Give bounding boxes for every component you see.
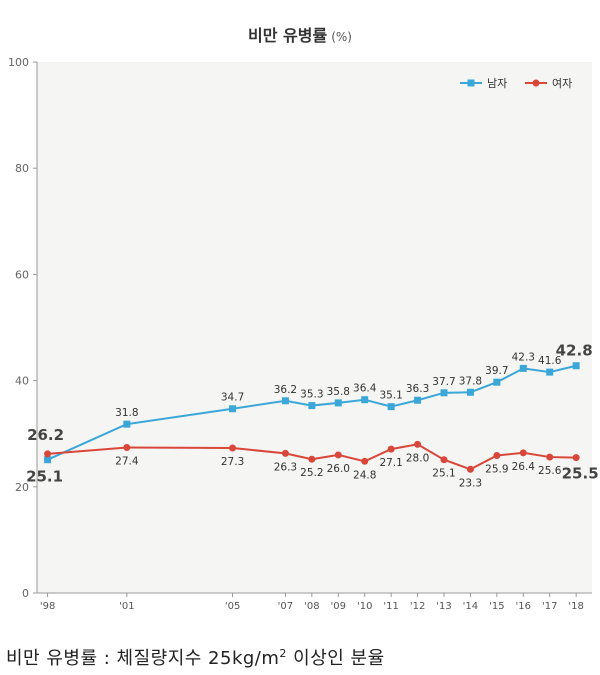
data-label-male: 31.8 [115, 407, 138, 419]
data-label-female: 28.0 [406, 452, 429, 464]
data-label-male: 37.7 [432, 376, 455, 388]
data-point-female [466, 465, 474, 473]
data-point-male [572, 362, 580, 370]
data-label-male: 36.3 [406, 383, 429, 395]
x-tick-label: '14 [463, 601, 478, 612]
y-tick-label: 20 [15, 481, 29, 494]
y-tick-label: 100 [8, 56, 29, 69]
data-point-male [466, 388, 474, 396]
x-tick-label: '12 [410, 601, 425, 612]
x-tick-label: '01 [119, 601, 134, 612]
y-tick-label: 80 [15, 162, 29, 175]
x-tick-label: '18 [568, 601, 583, 612]
data-label-female: 24.8 [353, 469, 376, 481]
data-label-male: 35.3 [300, 389, 323, 401]
data-point-female [44, 450, 52, 458]
x-tick-label: '16 [516, 601, 531, 612]
data-point-male [414, 396, 422, 404]
legend-label-male: 남자 [487, 77, 507, 90]
data-label-male: 36.4 [353, 383, 377, 395]
data-point-female [546, 453, 554, 461]
data-label-female: 25.2 [300, 467, 323, 479]
data-label-female: 27.3 [221, 456, 244, 468]
data-label-male: 36.2 [274, 384, 297, 396]
data-label-male: 42.3 [512, 351, 535, 363]
data-point-male [546, 368, 554, 376]
data-point-male [44, 456, 52, 464]
data-point-female [440, 456, 448, 464]
data-point-male [123, 420, 131, 428]
x-tick-label: '11 [383, 601, 398, 612]
data-label-male: 25.1 [26, 468, 63, 486]
caption-superscript: 2 [279, 647, 287, 660]
y-tick-label: 60 [15, 268, 29, 281]
chart-title-unit: (%) [331, 30, 352, 44]
data-label-male: 37.8 [459, 375, 482, 387]
data-label-female: 25.1 [432, 468, 455, 480]
data-label-male: 35.1 [379, 390, 402, 402]
data-point-male [361, 396, 369, 404]
y-tick-label: 0 [22, 587, 29, 600]
data-label-female: 27.1 [379, 457, 402, 469]
data-point-female [387, 445, 395, 453]
data-point-male [229, 405, 237, 413]
x-tick-label: '15 [489, 601, 504, 612]
data-label-female: 26.4 [512, 461, 536, 473]
data-point-male [334, 399, 342, 407]
data-label-female: 26.2 [27, 426, 64, 444]
data-point-male [387, 403, 395, 411]
data-label-male: 35.8 [327, 386, 350, 398]
data-point-female [572, 454, 580, 462]
data-label-male: 34.7 [221, 392, 244, 404]
x-tick-label: '09 [331, 601, 346, 612]
x-tick-label: '05 [225, 601, 240, 612]
data-point-female [308, 455, 316, 463]
data-label-female: 26.3 [274, 461, 297, 473]
x-tick-label: '10 [357, 601, 372, 612]
x-tick-label: '13 [436, 601, 451, 612]
data-label-female: 26.0 [327, 463, 350, 475]
chart-title: 비만 유병률 (%) [0, 22, 600, 46]
data-point-male [519, 364, 527, 372]
caption-suffix: 이상인 분율 [286, 648, 385, 669]
plot-area [37, 62, 592, 593]
legend-marker-female [532, 79, 540, 87]
data-point-female [229, 444, 237, 452]
data-label-female: 27.4 [115, 456, 139, 468]
y-tick-label: 40 [15, 375, 29, 388]
data-label-male: 39.7 [485, 365, 508, 377]
x-tick-label: '98 [40, 601, 55, 612]
data-point-female [519, 449, 527, 457]
chart-caption: 비만 유병률 : 체질량지수 25kg/m2 이상인 분율 [6, 644, 385, 670]
data-label-male: 41.6 [538, 355, 562, 367]
legend-marker-male [467, 79, 475, 87]
data-point-male [440, 389, 448, 397]
data-label-male: 42.8 [556, 342, 593, 360]
chart-title-text: 비만 유병률 [248, 26, 328, 45]
data-label-female: 25.9 [485, 463, 508, 475]
data-point-female [361, 457, 369, 465]
x-tick-label: '08 [304, 601, 319, 612]
data-point-female [414, 440, 422, 448]
legend-label-female: 여자 [552, 77, 572, 90]
data-label-female: 25.6 [538, 465, 562, 477]
line-chart: 0 20 40 60 80 100 '98 '01 '05 '07 '08 '09 '10 '11 '12 '… [8, 56, 599, 612]
data-point-female [281, 449, 289, 457]
data-point-male [281, 397, 289, 405]
data-label-female: 23.3 [459, 477, 482, 489]
x-tick-label: '17 [542, 601, 557, 612]
data-label-female: 25.5 [562, 465, 599, 483]
x-tick-label: '07 [278, 601, 293, 612]
caption-text: 비만 유병률 : 체질량지수 25kg/m [6, 648, 280, 669]
data-point-male [493, 378, 501, 386]
data-point-male [308, 402, 316, 410]
data-point-female [493, 451, 501, 459]
data-point-female [334, 451, 342, 459]
data-point-female [123, 444, 131, 452]
